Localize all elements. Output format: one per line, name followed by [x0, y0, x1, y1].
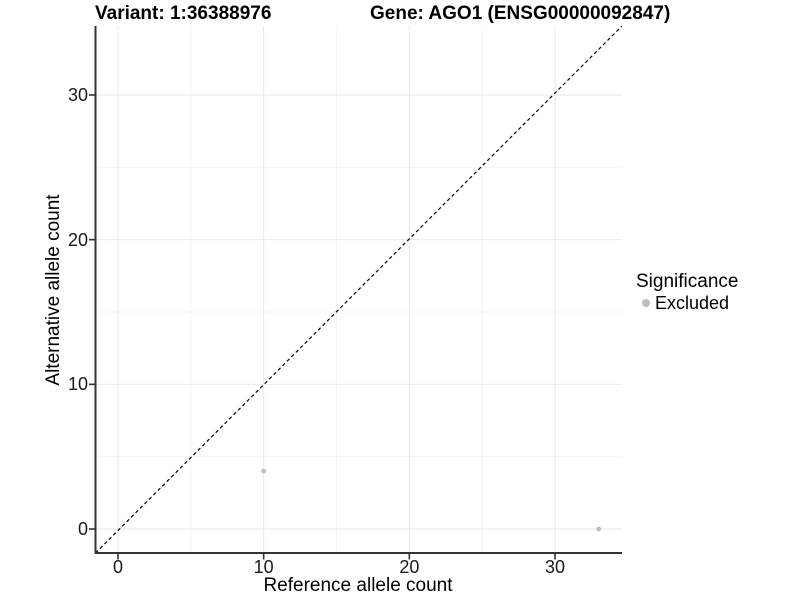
legend-entries: Excluded — [636, 293, 738, 313]
legend-point-icon — [642, 299, 650, 307]
y-tick-label: 20 — [67, 229, 88, 250]
identity-line — [95, 25, 623, 554]
legend-entry-label: Excluded — [655, 293, 730, 313]
x-axis-title: Reference allele count — [263, 575, 453, 596]
legend-title: Significance — [636, 271, 739, 292]
legend-entry: Excluded — [636, 293, 738, 313]
y-tick-label: 30 — [67, 84, 88, 105]
x-tick-label: 10 — [253, 557, 274, 577]
y-axis-title: Alternative allele count — [43, 194, 64, 386]
y-tick-label: 0 — [77, 519, 88, 539]
data-point — [261, 468, 267, 474]
y-tick-label: 10 — [67, 374, 88, 395]
data-point — [596, 526, 602, 532]
x-tick-label: 30 — [544, 557, 566, 577]
legend: Significance Excluded — [636, 271, 738, 313]
gene-title: Gene: AGO1 (ENSG00000092847) — [370, 3, 671, 24]
x-tick-label: 0 — [112, 557, 124, 577]
variant-title: Variant: 1:36388976 — [95, 3, 272, 24]
x-tick-label: 20 — [399, 557, 420, 577]
